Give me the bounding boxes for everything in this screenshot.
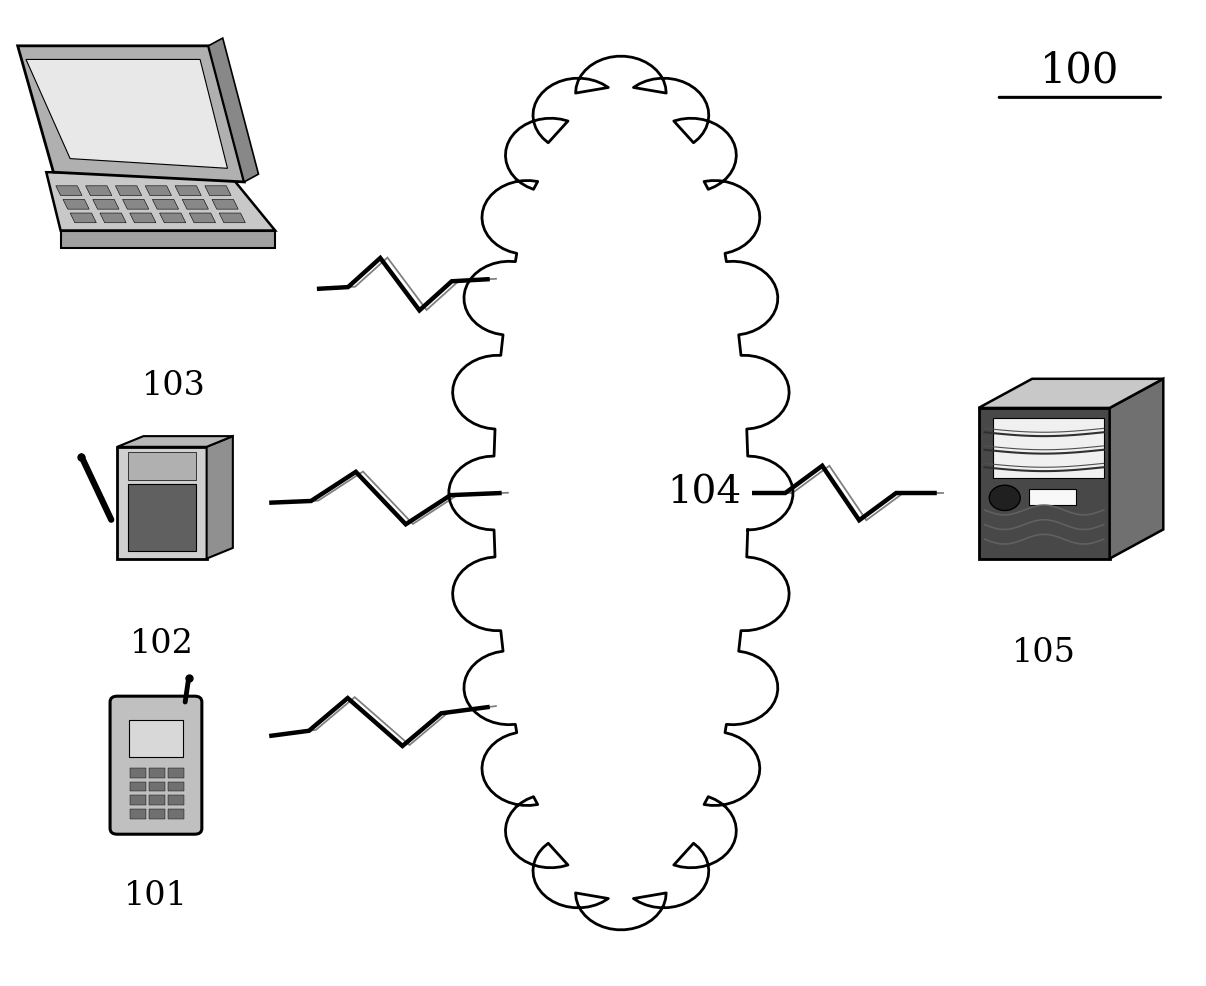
FancyBboxPatch shape <box>169 809 185 818</box>
Polygon shape <box>100 213 127 223</box>
FancyBboxPatch shape <box>130 768 146 778</box>
Polygon shape <box>159 213 186 223</box>
FancyBboxPatch shape <box>130 782 146 792</box>
Polygon shape <box>93 199 119 209</box>
Polygon shape <box>209 38 258 182</box>
Polygon shape <box>993 418 1103 478</box>
FancyBboxPatch shape <box>110 696 201 834</box>
Polygon shape <box>46 173 275 231</box>
Polygon shape <box>55 185 82 195</box>
Text: 103: 103 <box>142 370 206 402</box>
Polygon shape <box>205 185 232 195</box>
FancyBboxPatch shape <box>150 768 165 778</box>
FancyBboxPatch shape <box>130 809 146 818</box>
Polygon shape <box>70 213 96 223</box>
Polygon shape <box>152 199 178 209</box>
Polygon shape <box>182 199 209 209</box>
FancyBboxPatch shape <box>130 796 146 805</box>
Text: 100: 100 <box>1040 49 1119 91</box>
Circle shape <box>989 485 1020 511</box>
Polygon shape <box>219 213 245 223</box>
Polygon shape <box>117 436 233 447</box>
Polygon shape <box>449 56 792 930</box>
Text: 104: 104 <box>667 474 742 512</box>
FancyBboxPatch shape <box>169 768 185 778</box>
Polygon shape <box>86 185 112 195</box>
Polygon shape <box>978 408 1110 559</box>
Polygon shape <box>27 59 228 169</box>
Text: 105: 105 <box>1012 637 1076 669</box>
Polygon shape <box>189 213 216 223</box>
Polygon shape <box>212 199 239 209</box>
Polygon shape <box>145 185 171 195</box>
Polygon shape <box>60 231 275 248</box>
Polygon shape <box>130 213 156 223</box>
FancyBboxPatch shape <box>128 484 195 551</box>
Polygon shape <box>63 199 89 209</box>
Polygon shape <box>1110 379 1164 559</box>
Polygon shape <box>206 436 233 559</box>
FancyBboxPatch shape <box>169 782 185 792</box>
Text: 102: 102 <box>130 628 194 660</box>
Polygon shape <box>123 199 148 209</box>
Polygon shape <box>18 45 244 182</box>
Polygon shape <box>116 185 141 195</box>
Polygon shape <box>978 379 1164 408</box>
FancyBboxPatch shape <box>128 452 195 480</box>
Text: 101: 101 <box>124 880 188 912</box>
FancyBboxPatch shape <box>150 782 165 792</box>
FancyBboxPatch shape <box>129 721 183 757</box>
FancyBboxPatch shape <box>1029 489 1076 505</box>
FancyBboxPatch shape <box>150 809 165 818</box>
FancyBboxPatch shape <box>117 447 206 559</box>
FancyBboxPatch shape <box>150 796 165 805</box>
Polygon shape <box>175 185 201 195</box>
FancyBboxPatch shape <box>169 796 185 805</box>
